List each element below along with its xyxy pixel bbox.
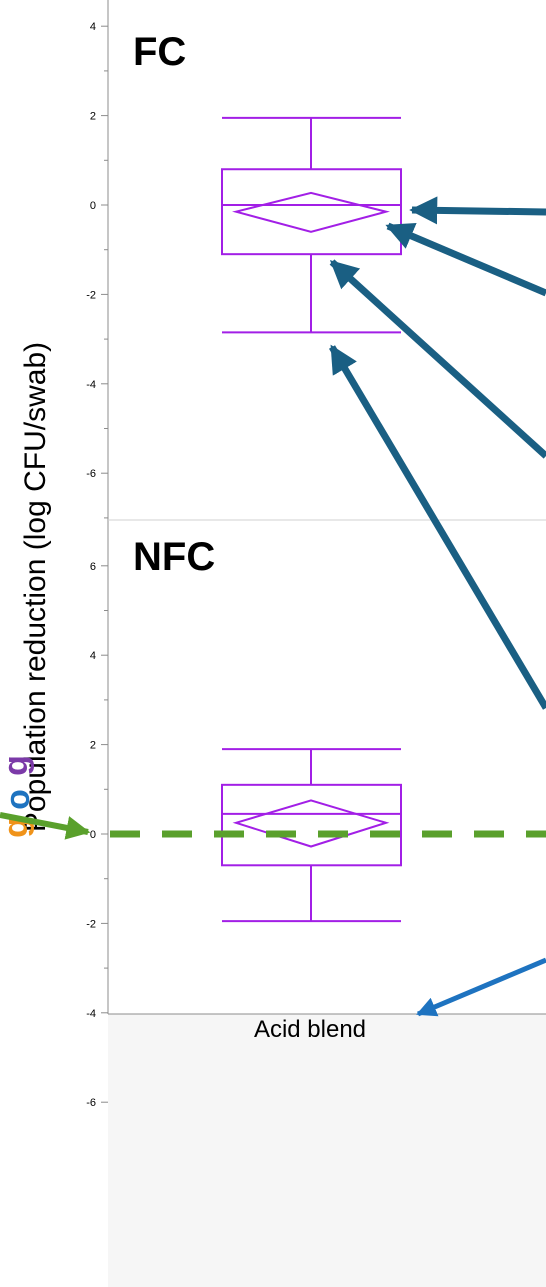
- y-tick-label: -4: [86, 1008, 96, 1020]
- arrow-icon: [329, 259, 546, 459]
- y-tick-label: 0: [90, 829, 96, 841]
- arrow-icon: [328, 344, 546, 710]
- y-tick-label: 4: [90, 21, 96, 33]
- plot-area: [108, 0, 546, 1014]
- y-tick-label: 2: [90, 740, 96, 752]
- y-tick-label: -4: [86, 379, 96, 391]
- mean-diamond: [232, 191, 390, 233]
- arrow-icon: [385, 222, 546, 297]
- x-category-label: Acid blend: [253, 1016, 367, 1043]
- mean-diamond: [232, 799, 390, 848]
- y-tick-label: -2: [86, 918, 96, 930]
- y-tick-label: -6: [86, 1097, 96, 1109]
- arrow-icon: [416, 957, 546, 1017]
- arrow-annotations: [0, 196, 546, 1017]
- y-tick-label: 0: [90, 200, 96, 212]
- y-tick-label: -6: [86, 468, 96, 480]
- arrow-icon: [0, 812, 91, 840]
- y-tick-label: 2: [90, 111, 96, 123]
- axis-ticks: 4 2 0 -2 -4 -6 6 4 2 0 -2 -4 -6: [86, 21, 108, 1109]
- panel-title-fc: FC: [133, 30, 186, 74]
- iqr-box: [221, 168, 402, 256]
- ylabel-box: Population reduction (log CFU/swab): [0, 97, 72, 882]
- arrow-icon: [409, 196, 546, 225]
- y-tick-label: -2: [86, 289, 96, 301]
- panel-title-nfc: NFC: [133, 535, 215, 579]
- box-glyphs: [110, 116, 546, 923]
- y-tick-label: 6: [90, 561, 96, 573]
- iqr-box: [221, 783, 402, 867]
- y-tick-label: 4: [90, 650, 96, 662]
